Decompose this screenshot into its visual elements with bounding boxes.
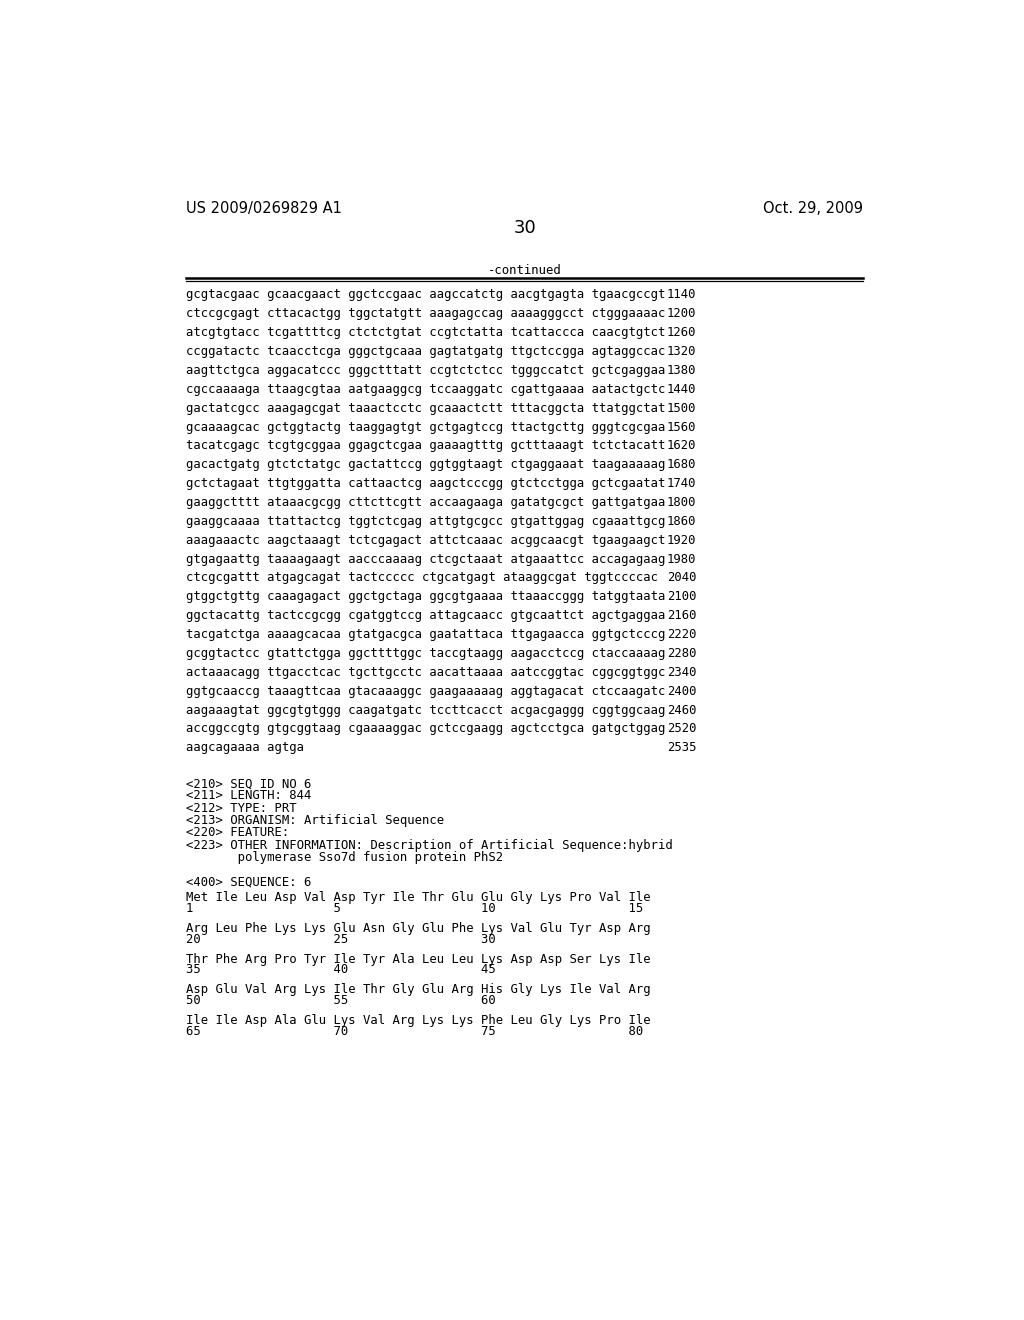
Text: 1680: 1680 — [667, 458, 696, 471]
Text: <400> SEQUENCE: 6: <400> SEQUENCE: 6 — [186, 875, 311, 888]
Text: gaaggcaaaa ttattactcg tggtctcgag attgtgcgcc gtgattggag cgaaattgcg: gaaggcaaaa ttattactcg tggtctcgag attgtgc… — [186, 515, 666, 528]
Text: gaaggctttt ataaacgcgg cttcttcgtt accaagaaga gatatgcgct gattgatgaa: gaaggctttt ataaacgcgg cttcttcgtt accaaga… — [186, 496, 666, 510]
Text: <220> FEATURE:: <220> FEATURE: — [186, 826, 290, 840]
Text: <213> ORGANISM: Artificial Sequence: <213> ORGANISM: Artificial Sequence — [186, 814, 444, 828]
Text: 35                  40                  45: 35 40 45 — [186, 964, 496, 977]
Text: gctctagaat ttgtggatta cattaactcg aagctcccgg gtctcctgga gctcgaatat: gctctagaat ttgtggatta cattaactcg aagctcc… — [186, 477, 666, 490]
Text: aagttctgca aggacatccc gggctttatt ccgtctctcc tgggccatct gctcgaggaa: aagttctgca aggacatccc gggctttatt ccgtctc… — [186, 364, 666, 378]
Text: gtggctgttg caaagagact ggctgctaga ggcgtgaaaa ttaaaccggg tatggtaata: gtggctgttg caaagagact ggctgctaga ggcgtga… — [186, 590, 666, 603]
Text: 2160: 2160 — [667, 610, 696, 622]
Text: 1860: 1860 — [667, 515, 696, 528]
Text: 1380: 1380 — [667, 364, 696, 378]
Text: 1800: 1800 — [667, 496, 696, 510]
Text: gacactgatg gtctctatgc gactattccg ggtggtaagt ctgaggaaat taagaaaaag: gacactgatg gtctctatgc gactattccg ggtggta… — [186, 458, 666, 471]
Text: <223> OTHER INFORMATION: Description of Artificial Sequence:hybrid: <223> OTHER INFORMATION: Description of … — [186, 838, 673, 851]
Text: -continued: -continued — [487, 264, 562, 277]
Text: tacatcgagc tcgtgcggaa ggagctcgaa gaaaagtttg gctttaaagt tctctacatt: tacatcgagc tcgtgcggaa ggagctcgaa gaaaagt… — [186, 440, 666, 453]
Text: ctcgcgattt atgagcagat tactccccc ctgcatgagt ataaggcgat tggtccccac: ctcgcgattt atgagcagat tactccccc ctgcatga… — [186, 572, 658, 585]
Text: ggctacattg tactccgcgg cgatggtccg attagcaacc gtgcaattct agctgaggaa: ggctacattg tactccgcgg cgatggtccg attagca… — [186, 610, 666, 622]
Text: gactatcgcc aaagagcgat taaactcctc gcaaactctt tttacggcta ttatggctat: gactatcgcc aaagagcgat taaactcctc gcaaact… — [186, 401, 666, 414]
Text: 1500: 1500 — [667, 401, 696, 414]
Text: ccggatactc tcaacctcga gggctgcaaa gagtatgatg ttgctccgga agtaggccac: ccggatactc tcaacctcga gggctgcaaa gagtatg… — [186, 345, 666, 358]
Text: gtgagaattg taaaagaagt aacccaaaag ctcgctaaat atgaaattcc accagagaag: gtgagaattg taaaagaagt aacccaaaag ctcgcta… — [186, 553, 666, 565]
Text: atcgtgtacc tcgattttcg ctctctgtat ccgtctatta tcattaccca caacgtgtct: atcgtgtacc tcgattttcg ctctctgtat ccgtcta… — [186, 326, 666, 339]
Text: 2520: 2520 — [667, 722, 696, 735]
Text: <211> LENGTH: 844: <211> LENGTH: 844 — [186, 789, 311, 803]
Text: Oct. 29, 2009: Oct. 29, 2009 — [764, 201, 863, 216]
Text: 2040: 2040 — [667, 572, 696, 585]
Text: gcgtacgaac gcaacgaact ggctccgaac aagccatctg aacgtgagta tgaacgccgt: gcgtacgaac gcaacgaact ggctccgaac aagccat… — [186, 289, 666, 301]
Text: accggccgtg gtgcggtaag cgaaaaggac gctccgaagg agctcctgca gatgctggag: accggccgtg gtgcggtaag cgaaaaggac gctccga… — [186, 722, 666, 735]
Text: gcaaaagcac gctggtactg taaggagtgt gctgagtccg ttactgcttg gggtcgcgaa: gcaaaagcac gctggtactg taaggagtgt gctgagt… — [186, 421, 666, 433]
Text: polymerase Sso7d fusion protein PhS2: polymerase Sso7d fusion protein PhS2 — [186, 851, 503, 865]
Text: aaagaaactc aagctaaagt tctcgagact attctcaaac acggcaacgt tgaagaagct: aaagaaactc aagctaaagt tctcgagact attctca… — [186, 533, 666, 546]
Text: 65                  70                  75                  80: 65 70 75 80 — [186, 1026, 643, 1038]
Text: Thr Phe Arg Pro Tyr Ile Tyr Ala Leu Leu Lys Asp Asp Ser Lys Ile: Thr Phe Arg Pro Tyr Ile Tyr Ala Leu Leu … — [186, 953, 650, 966]
Text: tacgatctga aaaagcacaa gtatgacgca gaatattaca ttgagaacca ggtgctcccg: tacgatctga aaaagcacaa gtatgacgca gaatatt… — [186, 628, 666, 642]
Text: 2400: 2400 — [667, 685, 696, 698]
Text: 1320: 1320 — [667, 345, 696, 358]
Text: 1920: 1920 — [667, 533, 696, 546]
Text: aagcagaaaa agtga: aagcagaaaa agtga — [186, 742, 304, 754]
Text: 20                  25                  30: 20 25 30 — [186, 933, 496, 945]
Text: 1560: 1560 — [667, 421, 696, 433]
Text: 1200: 1200 — [667, 308, 696, 321]
Text: aagaaagtat ggcgtgtggg caagatgatc tccttcacct acgacgaggg cggtggcaag: aagaaagtat ggcgtgtggg caagatgatc tccttca… — [186, 704, 666, 717]
Text: 1740: 1740 — [667, 477, 696, 490]
Text: 2280: 2280 — [667, 647, 696, 660]
Text: 1620: 1620 — [667, 440, 696, 453]
Text: Met Ile Leu Asp Val Asp Tyr Ile Thr Glu Glu Gly Lys Pro Val Ile: Met Ile Leu Asp Val Asp Tyr Ile Thr Glu … — [186, 891, 650, 904]
Text: 2220: 2220 — [667, 628, 696, 642]
Text: US 2009/0269829 A1: US 2009/0269829 A1 — [186, 201, 342, 216]
Text: 2340: 2340 — [667, 665, 696, 678]
Text: 30: 30 — [513, 219, 537, 238]
Text: actaaacagg ttgacctcac tgcttgcctc aacattaaaa aatccggtac cggcggtggc: actaaacagg ttgacctcac tgcttgcctc aacatta… — [186, 665, 666, 678]
Text: 1140: 1140 — [667, 289, 696, 301]
Text: Arg Leu Phe Lys Lys Glu Asn Gly Glu Phe Lys Val Glu Tyr Asp Arg: Arg Leu Phe Lys Lys Glu Asn Gly Glu Phe … — [186, 921, 650, 935]
Text: 50                  55                  60: 50 55 60 — [186, 994, 496, 1007]
Text: 2535: 2535 — [667, 742, 696, 754]
Text: 1440: 1440 — [667, 383, 696, 396]
Text: Ile Ile Asp Ala Glu Lys Val Arg Lys Lys Phe Leu Gly Lys Pro Ile: Ile Ile Asp Ala Glu Lys Val Arg Lys Lys … — [186, 1014, 650, 1027]
Text: 1260: 1260 — [667, 326, 696, 339]
Text: ggtgcaaccg taaagttcaa gtacaaaggc gaagaaaaag aggtagacat ctccaagatc: ggtgcaaccg taaagttcaa gtacaaaggc gaagaaa… — [186, 685, 666, 698]
Text: 2100: 2100 — [667, 590, 696, 603]
Text: <210> SEQ ID NO 6: <210> SEQ ID NO 6 — [186, 777, 311, 791]
Text: 1980: 1980 — [667, 553, 696, 565]
Text: <212> TYPE: PRT: <212> TYPE: PRT — [186, 801, 297, 814]
Text: 2460: 2460 — [667, 704, 696, 717]
Text: Asp Glu Val Arg Lys Ile Thr Gly Glu Arg His Gly Lys Ile Val Arg: Asp Glu Val Arg Lys Ile Thr Gly Glu Arg … — [186, 983, 650, 997]
Text: cgccaaaaga ttaagcgtaa aatgaaggcg tccaaggatc cgattgaaaa aatactgctc: cgccaaaaga ttaagcgtaa aatgaaggcg tccaagg… — [186, 383, 666, 396]
Text: ctccgcgagt cttacactgg tggctatgtt aaagagccag aaaagggcct ctgggaaaac: ctccgcgagt cttacactgg tggctatgtt aaagagc… — [186, 308, 666, 321]
Text: gcggtactcc gtattctgga ggcttttggc taccgtaagg aagacctccg ctaccaaaag: gcggtactcc gtattctgga ggcttttggc taccgta… — [186, 647, 666, 660]
Text: 1                   5                   10                  15: 1 5 10 15 — [186, 902, 643, 915]
